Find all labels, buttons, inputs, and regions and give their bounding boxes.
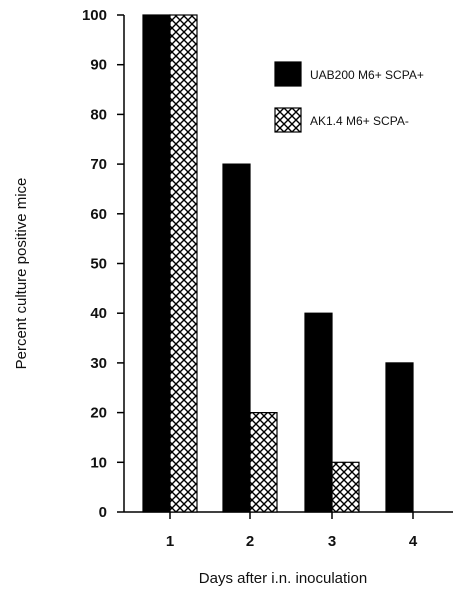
- bar-ak14-day-2: [249, 412, 278, 513]
- bar-uab200-day-4: [385, 362, 414, 513]
- y-tick-label: 40: [90, 305, 107, 322]
- y-tick-label: 90: [90, 57, 107, 74]
- y-tick-label: 10: [90, 454, 107, 471]
- y-tick-label: 80: [90, 106, 107, 123]
- x-tick-label: 2: [246, 533, 254, 550]
- bar-uab200-day-1: [142, 14, 171, 513]
- legend-swatch-uab200: [274, 61, 302, 87]
- bar-ak14-day-3: [331, 461, 360, 513]
- x-tick-label: 4: [409, 533, 418, 550]
- legend-label-ak14: AK1.4 M6+ SCPA-: [310, 114, 409, 128]
- bar-uab200-day-3: [304, 312, 333, 513]
- y-tick-label: 30: [90, 355, 107, 372]
- x-tick-label: 3: [328, 533, 336, 550]
- legend-label-uab200: UAB200 M6+ SCPA+: [310, 68, 424, 82]
- bar-uab200-day-2: [222, 163, 251, 513]
- x-tick-label: 1: [166, 533, 174, 550]
- y-tick-label: 100: [82, 7, 107, 24]
- legend-swatch-ak14: [274, 107, 302, 133]
- y-tick-label: 0: [99, 504, 107, 521]
- y-tick-label: 70: [90, 156, 107, 173]
- y-tick-label: 60: [90, 206, 107, 223]
- y-tick-label: 20: [90, 405, 107, 422]
- x-axis-title: Days after i.n. inoculation: [199, 570, 367, 587]
- bar-ak14-day-1: [169, 14, 198, 513]
- y-tick-label: 50: [90, 256, 107, 273]
- y-axis-title: Percent culture positive mice: [13, 178, 30, 370]
